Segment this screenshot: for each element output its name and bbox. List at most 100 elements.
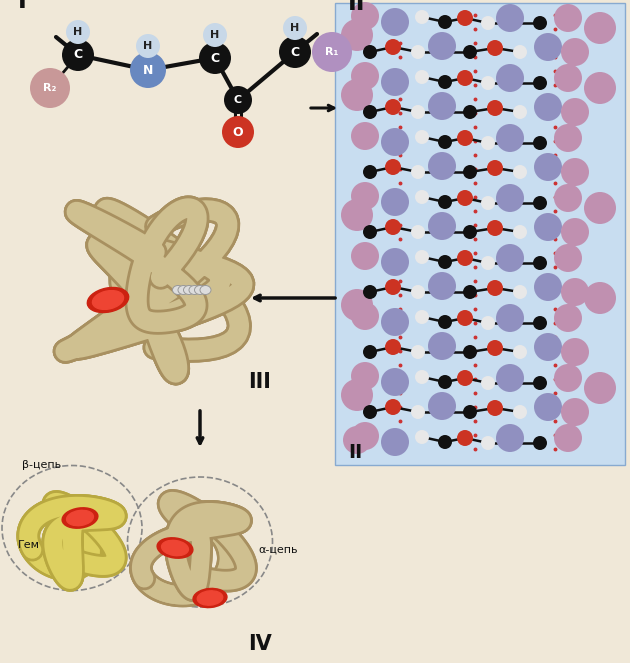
- Circle shape: [481, 436, 495, 450]
- Text: I: I: [18, 0, 26, 13]
- Circle shape: [481, 256, 495, 270]
- Circle shape: [561, 278, 589, 306]
- Circle shape: [381, 248, 409, 276]
- Circle shape: [428, 92, 456, 120]
- Circle shape: [554, 4, 582, 32]
- Circle shape: [481, 16, 495, 30]
- Circle shape: [363, 165, 377, 179]
- Circle shape: [533, 436, 547, 450]
- Circle shape: [487, 340, 503, 356]
- Circle shape: [385, 219, 401, 235]
- Ellipse shape: [62, 508, 98, 528]
- Circle shape: [411, 405, 425, 419]
- Circle shape: [363, 105, 377, 119]
- Circle shape: [513, 285, 527, 299]
- Circle shape: [428, 32, 456, 60]
- Circle shape: [554, 424, 582, 452]
- Circle shape: [513, 45, 527, 59]
- Circle shape: [487, 280, 503, 296]
- Circle shape: [351, 122, 379, 150]
- Circle shape: [554, 304, 582, 332]
- Text: IV: IV: [248, 634, 272, 654]
- Circle shape: [584, 72, 616, 104]
- Circle shape: [534, 333, 562, 361]
- Circle shape: [415, 430, 429, 444]
- Circle shape: [533, 76, 547, 90]
- Circle shape: [411, 165, 425, 179]
- Circle shape: [415, 70, 429, 84]
- Circle shape: [381, 8, 409, 36]
- Circle shape: [584, 12, 616, 44]
- Circle shape: [584, 282, 616, 314]
- Circle shape: [457, 310, 473, 326]
- Circle shape: [415, 130, 429, 144]
- Circle shape: [385, 39, 401, 55]
- Circle shape: [385, 159, 401, 175]
- Circle shape: [513, 165, 527, 179]
- Circle shape: [584, 372, 616, 404]
- Text: C: C: [290, 46, 299, 58]
- Circle shape: [496, 124, 524, 152]
- Ellipse shape: [178, 286, 189, 294]
- Circle shape: [533, 196, 547, 210]
- Text: N: N: [143, 64, 153, 76]
- Circle shape: [438, 135, 452, 149]
- Circle shape: [554, 64, 582, 92]
- Text: β-цепь: β-цепь: [22, 460, 61, 470]
- Circle shape: [561, 38, 589, 66]
- Circle shape: [283, 16, 307, 40]
- Circle shape: [457, 430, 473, 446]
- Circle shape: [351, 302, 379, 330]
- Circle shape: [534, 153, 562, 181]
- Circle shape: [561, 218, 589, 246]
- Circle shape: [481, 316, 495, 330]
- Circle shape: [533, 16, 547, 30]
- Circle shape: [554, 364, 582, 392]
- Circle shape: [341, 199, 373, 231]
- Circle shape: [381, 68, 409, 96]
- Circle shape: [130, 52, 166, 88]
- Circle shape: [554, 124, 582, 152]
- Circle shape: [513, 225, 527, 239]
- Circle shape: [411, 105, 425, 119]
- Circle shape: [481, 76, 495, 90]
- Circle shape: [415, 250, 429, 264]
- Ellipse shape: [195, 286, 205, 294]
- Circle shape: [341, 79, 373, 111]
- Text: O: O: [232, 125, 243, 139]
- Circle shape: [341, 19, 373, 51]
- Circle shape: [428, 272, 456, 300]
- Circle shape: [66, 20, 90, 44]
- Circle shape: [496, 424, 524, 452]
- Circle shape: [363, 45, 377, 59]
- Circle shape: [438, 315, 452, 329]
- Circle shape: [363, 345, 377, 359]
- Circle shape: [463, 345, 477, 359]
- Circle shape: [381, 308, 409, 336]
- Circle shape: [351, 362, 379, 390]
- Circle shape: [343, 426, 371, 454]
- Circle shape: [533, 316, 547, 330]
- Circle shape: [381, 368, 409, 396]
- Circle shape: [463, 105, 477, 119]
- Circle shape: [351, 2, 379, 30]
- Circle shape: [415, 190, 429, 204]
- Circle shape: [438, 15, 452, 29]
- Circle shape: [457, 190, 473, 206]
- Text: H: H: [290, 23, 300, 33]
- Circle shape: [487, 40, 503, 56]
- Ellipse shape: [197, 591, 223, 605]
- Ellipse shape: [93, 290, 123, 310]
- Circle shape: [438, 435, 452, 449]
- Circle shape: [463, 45, 477, 59]
- Text: III: III: [248, 372, 271, 392]
- Text: R₁: R₁: [325, 47, 339, 57]
- Circle shape: [496, 4, 524, 32]
- Circle shape: [463, 165, 477, 179]
- Circle shape: [312, 32, 352, 72]
- Circle shape: [136, 34, 160, 58]
- Circle shape: [341, 379, 373, 411]
- Circle shape: [561, 398, 589, 426]
- Text: II: II: [348, 443, 362, 462]
- Circle shape: [457, 370, 473, 386]
